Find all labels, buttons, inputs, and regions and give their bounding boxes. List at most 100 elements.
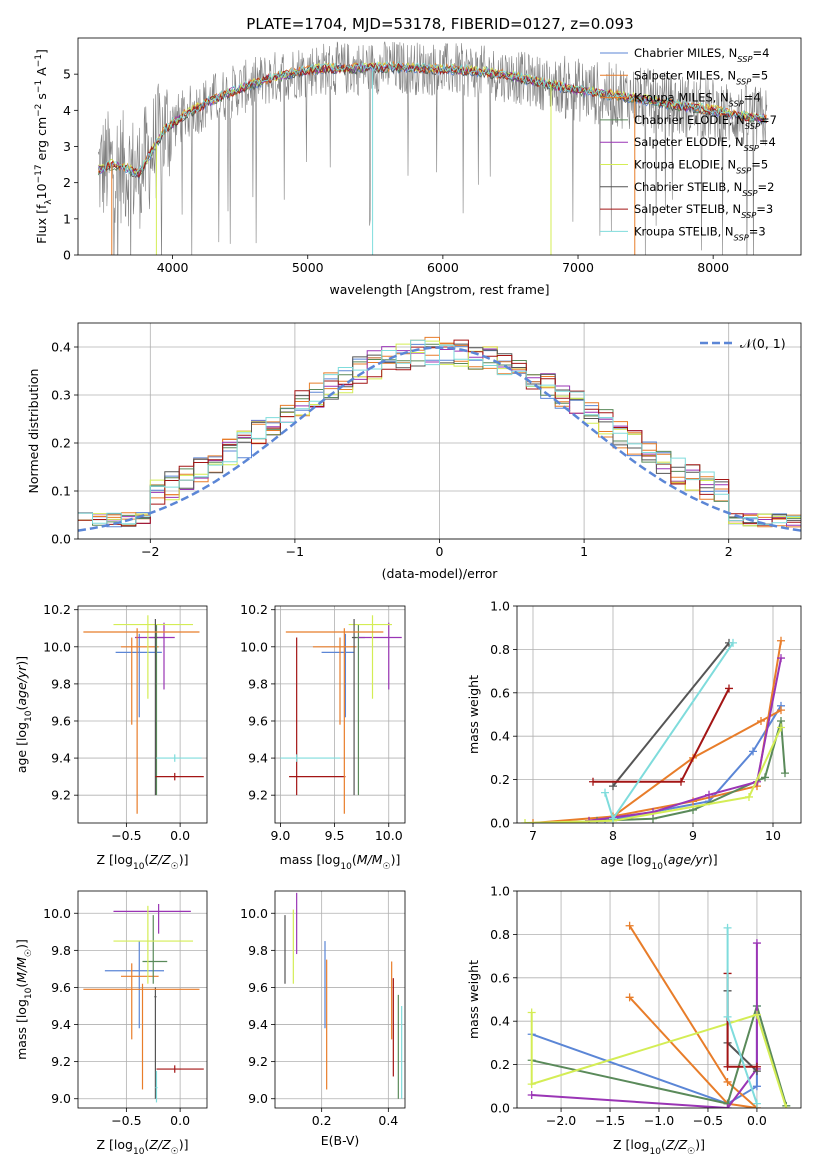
weight-point xyxy=(729,638,737,647)
weight-point xyxy=(749,747,757,756)
x-tick-label: 2 xyxy=(725,544,733,559)
x-axis-label: Z [log10(Z/Z☉)] xyxy=(97,852,189,872)
model-spectrum-salpeter-elodie xyxy=(97,62,767,177)
y-tick-label: 0.6 xyxy=(490,970,510,985)
weight-line xyxy=(532,709,782,823)
weight-point xyxy=(757,717,765,726)
x-tick-label: −1.5 xyxy=(595,1113,625,1128)
y-tick-label: 0 xyxy=(63,248,71,263)
weight-point xyxy=(752,1099,761,1108)
weight-series-chabrier-miles xyxy=(527,1002,761,1108)
y-tick-label: 9.6 xyxy=(248,713,268,728)
weight-point xyxy=(752,1062,761,1071)
y-tick-label: 0.0 xyxy=(490,1101,510,1116)
y-tick-label: 9.2 xyxy=(51,788,71,803)
x-tick-label: 9 xyxy=(689,828,697,843)
weight-point xyxy=(761,773,769,782)
error-bar-kroupa-elodie xyxy=(348,615,392,699)
weight-point xyxy=(529,819,537,823)
x-tick-label: 4000 xyxy=(157,260,189,275)
chart-mass_weight_vs_age: 7 8 9 10 0.0 0.2 0.4 0.6 0.8 1.0 age [log10(age/yr… xyxy=(466,599,802,872)
y-tick-label: 2 xyxy=(63,175,71,190)
y-tick-label: 0.8 xyxy=(490,642,510,657)
error-bar-chabrier-elodie xyxy=(150,624,164,796)
error-bar-kroupa-elodie xyxy=(113,615,194,699)
y-axis-label: mass weight xyxy=(466,960,481,1039)
weight-point xyxy=(527,1090,536,1099)
y-tick-label: 9.8 xyxy=(248,943,268,958)
x-tick-label: 5000 xyxy=(292,260,324,275)
y-tick-label: 0.3 xyxy=(51,388,71,403)
legend-entry: Kroupa MILES, NSSP=4 xyxy=(634,91,761,109)
y-axis-label: age [log10(age/yr)] xyxy=(14,656,34,773)
y-axis-label: mass [log10(M/M☉)] xyxy=(14,939,34,1060)
y-axis-label: Flux [fλ10−17 erg cm−2 s−1 A−1] xyxy=(34,49,54,244)
y-tick-label: 9.6 xyxy=(248,980,268,995)
error-bar-salpeter-miles xyxy=(121,963,159,1040)
error-bar-chabrier-miles xyxy=(321,633,355,718)
y-tick-label: 1 xyxy=(63,211,71,226)
weight-point xyxy=(752,1082,761,1091)
weight-point xyxy=(777,723,785,732)
y-tick-label: 9.6 xyxy=(51,980,71,995)
error-bar-kroupa-stelib xyxy=(155,1070,158,1103)
x-axis-label: E(B-V) xyxy=(321,1133,360,1148)
weight-point xyxy=(723,1012,732,1021)
weight-point xyxy=(521,819,529,823)
y-tick-label: 5 xyxy=(63,67,71,82)
y-tick-label: 10.0 xyxy=(240,639,268,654)
y-tick-label: 9.2 xyxy=(51,1054,71,1069)
x-axis-label: Z [log10(Z/Z☉)] xyxy=(97,1137,189,1157)
legend-entry: Salpeter MILES, NSSP=5 xyxy=(634,68,768,86)
x-tick-label: 1 xyxy=(580,544,588,559)
x-tick-label: 8000 xyxy=(697,260,729,275)
weight-series-salpeter-elodie xyxy=(585,654,785,823)
chart-age_vs_mass: 9.0 9.5 10.0 9.2 9.4 9.6 9.8 10.0 10.2 mass [log1… xyxy=(240,602,406,872)
error-bar-chabrier-stelib xyxy=(154,618,158,796)
y-tick-label: 9.0 xyxy=(51,1091,71,1106)
legend: Chabrier MILES, NSSP=4 Salpeter MILES, NS… xyxy=(600,46,777,242)
weight-point xyxy=(745,792,753,801)
model-spectrum-chabrier-stelib xyxy=(98,63,767,178)
weight-line xyxy=(524,727,782,823)
weight-point xyxy=(777,636,785,645)
chart-spectrum: 4000 5000 6000 7000 8000 0 1 2 3 4 5 wavelength [An… xyxy=(34,37,802,297)
weight-series-kroupa-stelib xyxy=(601,638,737,823)
error-bar-salpeter-stelib xyxy=(155,772,204,781)
y-tick-label: 0.0 xyxy=(490,816,510,831)
weight-series-chabrier-stelib xyxy=(609,638,733,791)
weight-point xyxy=(625,921,634,930)
weight-line xyxy=(531,1006,758,1105)
error-bar-kroupa-miles xyxy=(285,628,384,814)
axes-frame xyxy=(77,890,208,1109)
x-tick-label: 9.0 xyxy=(270,828,290,843)
weight-series-kroupa-elodie xyxy=(521,723,785,823)
weight-point xyxy=(649,808,657,817)
x-tick-label: −2.0 xyxy=(546,1113,576,1128)
y-tick-label: 9.8 xyxy=(248,676,268,691)
y-tick-label: 0.8 xyxy=(490,927,510,942)
x-tick-label: 0.0 xyxy=(747,1113,767,1128)
error-bar-salpeter-stelib xyxy=(156,1065,204,1073)
error-bar-chabrier-elodie xyxy=(354,624,365,796)
error-bar-salpeter-stelib xyxy=(289,637,346,796)
chart-age_vs_Z: −0.5 0.0 9.2 9.4 9.6 9.8 10.0 10.2 Z [log10(Z/Z☉… xyxy=(14,602,208,872)
x-tick-label: 10 xyxy=(765,828,781,843)
y-tick-label: 9.8 xyxy=(51,676,71,691)
y-tick-label: 10.2 xyxy=(240,602,268,617)
legend-entry: Salpeter ELODIE, NSSP=4 xyxy=(634,135,776,153)
error-bar-salpeter-miles xyxy=(121,637,159,725)
x-tick-label: 9.5 xyxy=(325,828,345,843)
model-spectrum-kroupa-stelib xyxy=(97,60,767,177)
axes-frame xyxy=(516,605,802,824)
legend-entry: Chabrier ELODIE, NSSP=7 xyxy=(634,113,777,131)
y-tick-label: 0.2 xyxy=(51,436,71,451)
error-bar-kroupa-stelib xyxy=(156,754,202,762)
x-tick-label: 0.0 xyxy=(170,828,190,843)
y-tick-label: 10.0 xyxy=(240,906,268,921)
weight-line xyxy=(593,688,730,783)
weight-point xyxy=(752,939,761,948)
x-tick-label: −1.0 xyxy=(644,1113,674,1128)
weight-series-kroupa-stelib xyxy=(723,923,761,1108)
chart-panels: 4000 5000 6000 7000 8000 0 1 2 3 4 5 wavelength [An… xyxy=(14,37,802,1157)
